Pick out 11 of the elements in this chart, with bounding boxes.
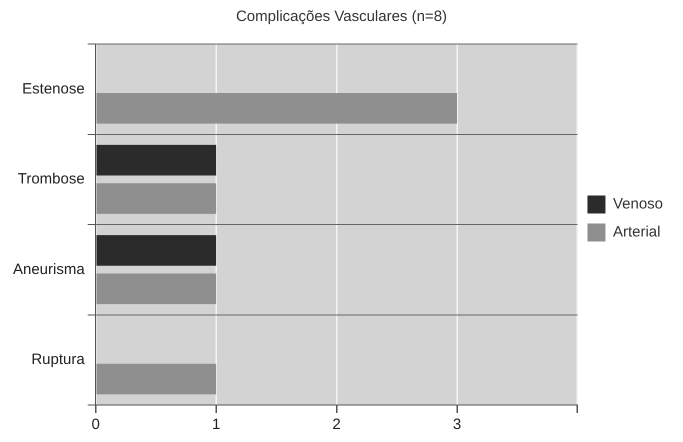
y-tick-label: Estenose [22, 80, 85, 98]
y-tick-label: Trombose [18, 170, 85, 188]
legend-label: Venoso [612, 196, 663, 213]
y-tick-label: Aneurisma [12, 260, 86, 278]
x-tick-label: 0 [92, 416, 100, 434]
y-tick-label: Ruptura [31, 351, 86, 368]
x-tick-label: 1 [212, 416, 220, 434]
chart-title: Complicações Vasculares (n=8) [236, 8, 448, 26]
x-tick-label: 2 [332, 416, 341, 434]
legend-label: Arterial [612, 224, 660, 241]
x-tick-label: 3 [452, 416, 462, 434]
